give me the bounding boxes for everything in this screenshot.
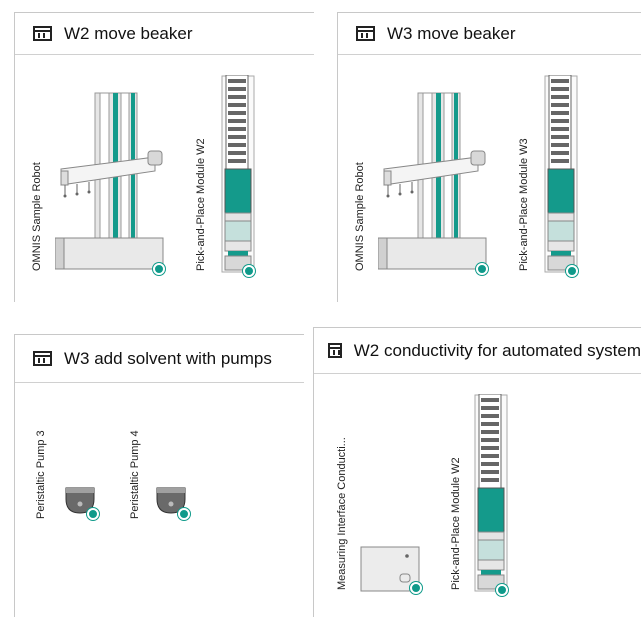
table-icon <box>33 351 52 366</box>
device-label-measuring-interface: Measuring Interface Conducti... <box>336 437 348 590</box>
table-icon <box>328 343 342 358</box>
device-label-sample-robot: OMNIS Sample Robot <box>31 162 43 271</box>
panel-w3-move-beaker[interactable]: W3 move beaker OMNIS Sample Robot Pick-a… <box>337 12 641 302</box>
status-dot-icon <box>566 265 578 277</box>
panel-title: W3 add solvent with pumps <box>64 348 272 368</box>
peristaltic-pump-3-device[interactable] <box>65 487 99 520</box>
device-label-pump-3: Peristaltic Pump 3 <box>35 430 47 519</box>
table-icon <box>356 26 375 41</box>
panel-w2-move-beaker[interactable]: W2 move beaker OMNIS Sample Robot Pick-a… <box>14 12 314 302</box>
device-label-pnp: Pick-and-Place Module W2 <box>450 457 462 590</box>
panel-title: W2 conductivity for automated system <box>353 340 641 360</box>
panel-header: W2 conductivity for automated system <box>314 328 641 374</box>
status-dot-icon <box>178 508 190 520</box>
pick-and-place-module-device[interactable] <box>474 394 508 596</box>
status-dot-icon <box>476 263 488 275</box>
pick-and-place-module-device[interactable] <box>544 75 578 277</box>
device-label-pnp: Pick-and-Place Module W2 <box>195 138 207 271</box>
panel-w2-conductivity[interactable]: W2 conductivity for automated system Mea… <box>313 327 641 617</box>
sample-robot-device[interactable] <box>378 91 488 276</box>
pick-and-place-icon <box>221 75 255 275</box>
robot-icon <box>378 91 488 276</box>
measuring-interface-device[interactable] <box>360 546 422 594</box>
device-label-sample-robot: OMNIS Sample Robot <box>354 162 366 271</box>
status-dot-icon <box>87 508 99 520</box>
status-dot-icon <box>243 265 255 277</box>
peristaltic-pump-4-device[interactable] <box>156 487 190 520</box>
status-dot-icon <box>153 263 165 275</box>
panel-w3-add-solvent[interactable]: W3 add solvent with pumps Peristaltic Pu… <box>14 334 304 617</box>
status-dot-icon <box>496 584 508 596</box>
status-dot-icon <box>410 582 422 594</box>
panel-header: W3 add solvent with pumps <box>15 335 304 383</box>
robot-icon <box>55 91 165 276</box>
pick-and-place-icon <box>544 75 578 275</box>
panel-title: W2 move beaker <box>64 23 193 43</box>
sample-robot-device[interactable] <box>55 91 165 276</box>
pick-and-place-module-device[interactable] <box>221 75 255 277</box>
panel-header: W2 move beaker <box>15 13 314 55</box>
panel-title: W3 move beaker <box>387 23 516 43</box>
device-label-pump-4: Peristaltic Pump 4 <box>129 430 141 519</box>
table-icon <box>33 26 52 41</box>
panel-header: W3 move beaker <box>338 13 641 55</box>
pick-and-place-icon <box>474 394 508 594</box>
device-label-pnp: Pick-and-Place Module W3 <box>518 138 530 271</box>
